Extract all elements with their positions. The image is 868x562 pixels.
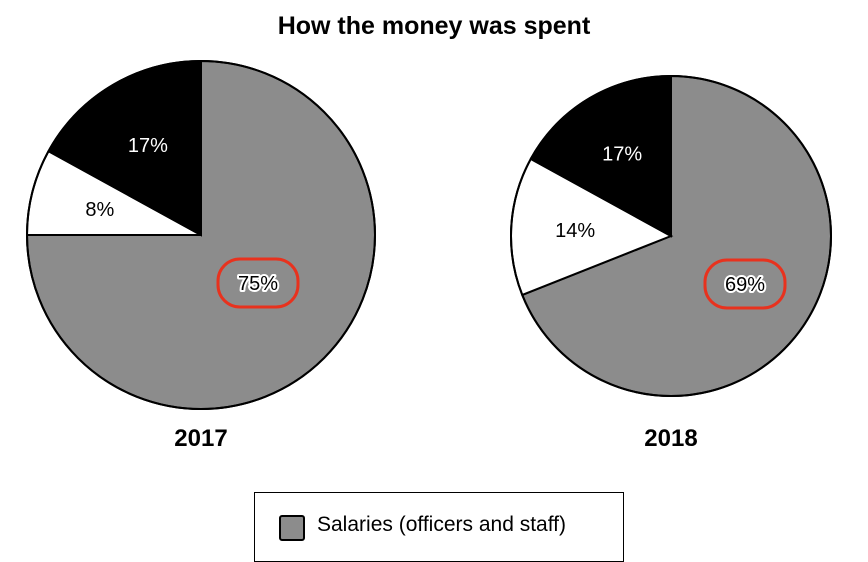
highlight-ring-2018 (703, 258, 787, 310)
year-label-2017: 2017 (174, 425, 227, 452)
pie-chart-2018: 69% 14% 17% 2018 (510, 74, 832, 452)
slice-label-2018-17: 17% (602, 143, 642, 165)
legend-label-salaries: Salaries (officers and staff) (317, 513, 567, 536)
slice-label-2017-17: 17% (128, 135, 168, 157)
pie-chart-2017: 75% 8% 17% 2017 (25, 59, 376, 452)
slice-label-2018-69: 69% (725, 274, 765, 296)
legend-swatch-salaries (279, 515, 305, 541)
slice-label-2018-14: 14% (555, 220, 595, 242)
slice-label-2017-75: 75% (238, 273, 278, 295)
legend: Salaries (officers and staff) (254, 492, 624, 562)
year-label-2018: 2018 (644, 425, 697, 452)
highlight-ring-2017 (216, 257, 300, 309)
slice-label-2017-8: 8% (85, 199, 114, 221)
pie-outline-2018 (510, 75, 832, 397)
pie-outline-2017 (26, 60, 376, 410)
chart-title: How the money was spent (277, 12, 591, 40)
